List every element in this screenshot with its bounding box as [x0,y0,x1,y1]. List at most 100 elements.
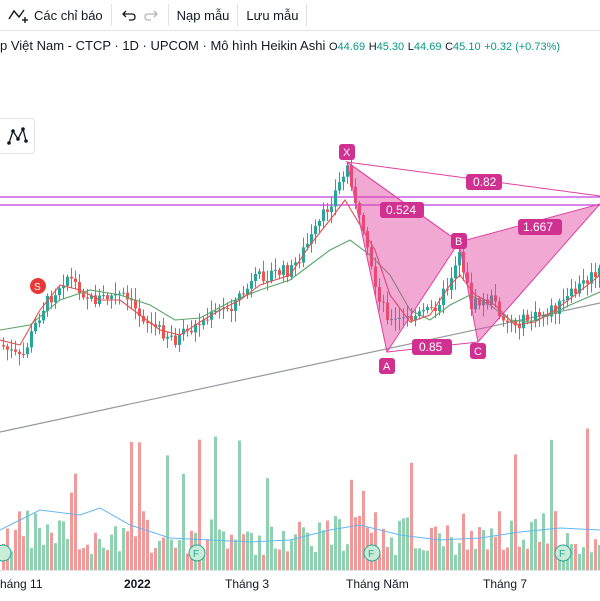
volume-bar [38,527,41,570]
candle-body [94,295,97,304]
time-axis-label: Tháng 7 [483,577,528,591]
volume-bar [478,527,481,570]
volume-bar [198,439,201,570]
redo-icon[interactable] [140,0,162,30]
event-marker-label: F [559,549,565,560]
volume-bar [382,528,385,570]
candle-body [226,307,229,309]
candle-body [274,269,277,271]
point-label-b: B [455,236,462,248]
candle-body [50,295,53,303]
volume-bar [346,544,349,570]
xabcd-pattern-icon [7,127,28,145]
volume-bar [326,520,329,570]
toolbar-separator [167,4,169,26]
volume-bar [490,528,493,570]
volume-bar [98,538,101,570]
save-template-button[interactable]: Lưu mẫu [246,7,299,23]
indicators-button[interactable]: Các chỉ báo [0,0,111,30]
volume-bar [206,539,209,570]
volume-bar [258,535,261,570]
candle-body [282,265,285,275]
candle-body [358,203,361,215]
candle-body [270,270,273,281]
volume-bar [150,552,153,570]
volume-bar [538,541,541,570]
volume-bar [570,544,573,570]
volume-bar [286,551,289,570]
candle-body [74,278,77,283]
candle-body [206,319,209,321]
candle-body [14,349,17,352]
volume-bar [302,527,305,570]
volume-bar [162,537,165,570]
volume-bar [386,547,389,570]
volume-bar [514,454,517,570]
volume-bar [250,532,253,570]
candle-body [26,347,29,355]
volume-bar [362,490,365,570]
high-key: H [368,41,377,53]
load-template-button[interactable]: Nạp mẫu [176,7,230,23]
point-label-a: A [383,361,391,373]
candle-body [374,266,377,287]
volume-bar [330,544,333,570]
candle-body [490,295,493,305]
candle-body [514,320,517,324]
candle-body [430,307,433,309]
candle-body [86,297,89,299]
volume-bar [210,519,213,570]
candle-body [58,288,61,296]
volume-bar [314,551,317,570]
toolbar-separator [237,4,239,26]
event-marker-label: F [193,549,199,560]
volume-bar [470,530,473,570]
volume-bar [50,532,53,570]
symbol-title[interactable]: p Việt Nam - CTCP · 1D · UPCOM · Mô hình… [0,38,326,53]
candle-body [566,296,569,301]
volume-bar [170,539,173,570]
candle-body [90,295,93,299]
price-chart[interactable]: 0.82 0.524 1.667 0.85 X A B C S F F F [0,60,600,570]
volume-bar [598,544,600,570]
candle-body [590,272,593,284]
undo-icon[interactable] [118,0,140,30]
trend-line[interactable] [0,302,600,433]
candle-body [6,346,9,350]
candle-body [102,295,105,297]
event-markers[interactable]: F F F [0,544,572,562]
top-toolbar: Các chỉ báo Nạp mẫu Lưu mẫu [0,0,600,31]
candle-body [230,308,233,311]
sell-marker[interactable] [30,278,46,294]
candle-body [570,288,573,297]
pattern-tool-button[interactable] [0,118,35,154]
volume-bar [122,527,125,570]
volume-bar [58,520,61,570]
volume-bar [446,525,449,570]
volume-bar [398,520,401,570]
volume-bar [174,547,177,570]
volume-bar [110,534,113,570]
candle-body [598,267,600,278]
candle-body [434,307,437,312]
volume-bar [430,527,433,570]
volume-bar [310,545,313,570]
event-marker-label: F [368,549,374,560]
volume-bar [530,521,533,570]
volume-bar [86,544,89,570]
candles [2,157,600,366]
open-value: 44.69 [337,41,366,53]
volume-bar [358,515,361,570]
low-value: 44.69 [413,41,442,53]
candle-body [162,325,165,339]
harmonic-pattern[interactable]: 0.82 0.524 1.667 0.85 X A B C [339,144,600,374]
candle-body [62,285,65,289]
candle-body [30,331,33,348]
candle-body [266,280,269,282]
volume-bar [230,534,233,570]
time-axis[interactable]: háng 11 2022 Tháng 3 Tháng Năm Tháng 7 [0,570,600,601]
volume-bar [546,543,549,570]
volume-bar [134,536,137,570]
volume-bar [414,548,417,570]
ratio-label-ac: 0.85 [419,340,443,354]
